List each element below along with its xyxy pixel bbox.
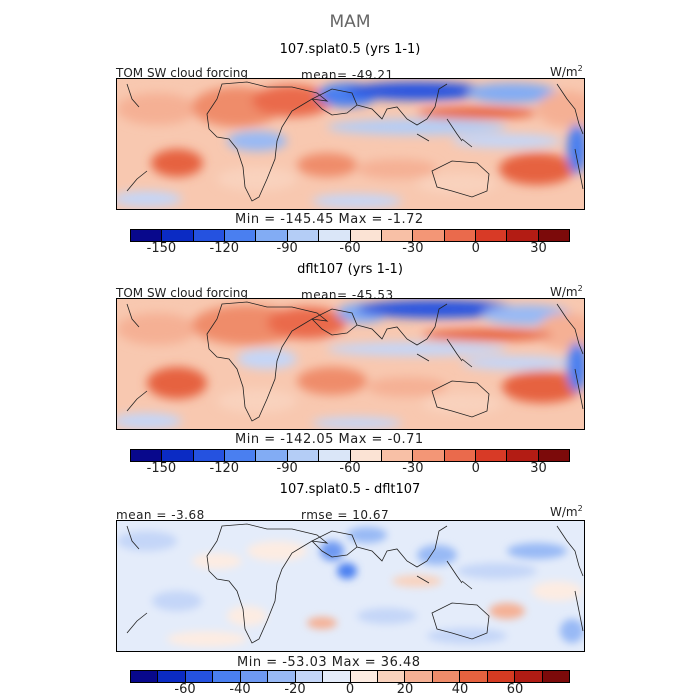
colorbar-swatch <box>295 671 324 682</box>
colorbar-tick-label: -90 <box>276 461 298 476</box>
colorbar-swatch <box>460 671 488 682</box>
colorbar-swatch <box>225 450 257 461</box>
colorbar-tick-label: -60 <box>339 461 361 476</box>
colorbar-swatch <box>475 230 508 241</box>
colorbar-swatch <box>350 450 382 461</box>
colorbar-tick-label: -90 <box>276 241 298 256</box>
panel-3-colorbar <box>130 670 570 683</box>
colorbar-swatch <box>162 230 194 241</box>
colorbar-swatch <box>162 450 194 461</box>
colorbar-swatch <box>507 450 539 461</box>
panel-3-min-max: Min = -53.03 Max = 36.48 <box>237 655 421 670</box>
colorbar-tick-label: 0 <box>345 682 355 697</box>
colorbar-swatch <box>323 671 351 682</box>
panel-3-title: 107.splat0.5 - dflt107 <box>279 482 421 497</box>
season-title: MAM <box>329 12 371 32</box>
colorbar-tick-label: 30 <box>530 461 547 476</box>
colorbar-tick-label: -120 <box>209 461 240 476</box>
colorbar-swatch <box>515 671 543 682</box>
colorbar-swatch <box>131 450 163 461</box>
panel-1-variable-label: TOM SW cloud forcing <box>116 66 248 80</box>
colorbar-swatch <box>287 230 320 241</box>
colorbar-tick-label: 0 <box>471 241 480 256</box>
colorbar-tick-label: -40 <box>229 682 251 697</box>
colorbar-swatch <box>475 450 508 461</box>
colorbar-swatch <box>193 450 226 461</box>
colorbar-swatch <box>432 671 461 682</box>
colorbar-tick-label: 30 <box>530 241 547 256</box>
colorbar-swatch <box>542 671 569 682</box>
colorbar-tick-label: -150 <box>146 461 177 476</box>
colorbar-swatch <box>444 450 476 461</box>
colorbar-swatch <box>381 230 414 241</box>
colorbar-swatch <box>319 230 351 241</box>
panel-2-min-max: Min = -142.05 Max = -0.71 <box>235 432 424 447</box>
colorbar-swatch <box>413 230 445 241</box>
colorbar-tick-label: -30 <box>402 241 424 256</box>
colorbar-swatch <box>287 450 320 461</box>
colorbar-swatch <box>268 671 296 682</box>
colorbar-tick-label: 40 <box>451 682 469 697</box>
colorbar-swatch <box>240 671 269 682</box>
colorbar-tick-label: -20 <box>284 682 306 697</box>
colorbar-swatch <box>381 450 414 461</box>
panel-1-title: 107.splat0.5 (yrs 1-1) <box>279 42 421 57</box>
panel-2-colorbar <box>130 449 570 462</box>
panel-2-title: dflt107 (yrs 1-1) <box>297 262 403 277</box>
colorbar-swatch <box>487 671 516 682</box>
panel-1-min-max: Min = -145.45 Max = -1.72 <box>235 212 424 227</box>
colorbar-swatch <box>131 230 163 241</box>
colorbar-swatch <box>193 230 226 241</box>
colorbar-tick-label: -60 <box>174 682 196 697</box>
colorbar-swatch <box>158 671 186 682</box>
colorbar-swatch <box>507 230 539 241</box>
colorbar-tick-label: 60 <box>506 682 524 697</box>
panel-2-units-label: W/m2 <box>550 284 583 299</box>
colorbar-swatch <box>256 230 288 241</box>
panel-3-mean-label: mean = -3.68 <box>116 508 205 522</box>
colorbar-tick-label: -60 <box>339 241 361 256</box>
colorbar-swatch <box>225 230 257 241</box>
panel-1-units-label: W/m2 <box>550 64 583 79</box>
colorbar-swatch <box>377 671 406 682</box>
colorbar-swatch <box>213 671 241 682</box>
panel-1-map <box>116 78 585 210</box>
colorbar-swatch <box>350 230 382 241</box>
colorbar-swatch <box>185 671 214 682</box>
panel-3-units-label: W/m2 <box>550 504 583 519</box>
colorbar-swatch <box>405 671 433 682</box>
colorbar-tick-label: -150 <box>146 241 177 256</box>
colorbar-swatch <box>444 230 476 241</box>
panel-2-variable-label: TOM SW cloud forcing <box>116 286 248 300</box>
panel-2-map <box>116 298 585 430</box>
colorbar-tick-label: 20 <box>396 682 414 697</box>
colorbar-swatch <box>538 450 570 461</box>
colorbar-swatch <box>350 671 378 682</box>
colorbar-swatch <box>131 671 159 682</box>
colorbar-tick-label: 0 <box>471 461 480 476</box>
colorbar-swatch <box>413 450 445 461</box>
colorbar-swatch <box>319 450 351 461</box>
panel-3-rmse-label: rmse = 10.67 <box>301 508 390 522</box>
colorbar-tick-label: -120 <box>209 241 240 256</box>
colorbar-swatch <box>538 230 570 241</box>
panel-1-colorbar <box>130 229 570 242</box>
panel-3-map <box>116 520 585 652</box>
colorbar-swatch <box>256 450 288 461</box>
colorbar-tick-label: -30 <box>402 461 424 476</box>
